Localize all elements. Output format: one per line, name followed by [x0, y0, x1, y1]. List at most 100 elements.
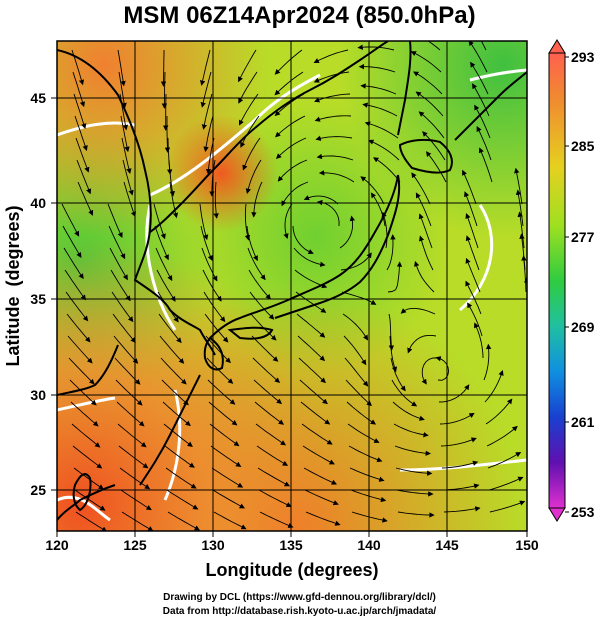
streamline: [418, 111, 445, 139]
streamline: [300, 401, 331, 425]
streamline: [210, 445, 242, 467]
streamline: [443, 506, 481, 513]
streamline: [66, 313, 91, 343]
colorbar-label: 261: [571, 414, 595, 430]
x-tick-label: 150: [515, 537, 539, 553]
streamline: [67, 335, 93, 364]
streamline: [108, 225, 126, 260]
streamline: [302, 445, 335, 465]
streamline: [62, 225, 82, 258]
colorbar-upper-arrow: [548, 39, 566, 54]
graticule: [57, 41, 527, 531]
streamline: [153, 203, 166, 240]
streamline: [168, 159, 175, 197]
streamline: [427, 41, 441, 51]
streamline: [121, 137, 132, 174]
streamline: [167, 511, 200, 531]
streamline: [201, 93, 213, 130]
streamline: [488, 476, 524, 491]
streamline: [274, 49, 303, 75]
streamline: [314, 115, 352, 122]
streamline: [73, 93, 87, 130]
streamline: [156, 269, 176, 302]
colorbar-label: 269: [571, 319, 595, 335]
streamline: [370, 192, 386, 227]
streamline: [161, 71, 168, 109]
streamline: [110, 269, 131, 302]
streamline: [360, 176, 385, 205]
streamline: [441, 460, 479, 469]
streamline: [64, 269, 87, 301]
streamline: [122, 159, 134, 196]
streamline: [246, 225, 258, 262]
streamline: [160, 357, 187, 385]
streamline: [532, 124, 537, 160]
streamline: [521, 255, 527, 293]
streamline: [485, 398, 513, 425]
streamline: [489, 500, 526, 513]
streamline: [213, 181, 219, 219]
streamline: [470, 61, 489, 95]
streamline: [76, 159, 92, 195]
streamline: [244, 203, 251, 241]
x-tick-label: 130: [201, 537, 225, 553]
streamline: [211, 467, 244, 488]
coastlines: [57, 41, 527, 521]
streamline: [393, 423, 429, 438]
streamline: [349, 467, 385, 482]
streamline: [350, 489, 387, 503]
streamline: [209, 423, 240, 447]
streamline: [480, 41, 487, 51]
streamline: [478, 147, 493, 183]
streamline: [245, 159, 262, 194]
streamline: [72, 71, 86, 108]
streamline: [476, 125, 492, 161]
streamline: [281, 181, 309, 207]
streamline: [344, 357, 369, 387]
streamline: [313, 49, 349, 64]
streamline: [418, 213, 433, 249]
plot-frame: [56, 40, 528, 532]
streamline: [112, 313, 136, 343]
streamline: [113, 335, 139, 364]
x-tick-label: 125: [123, 537, 147, 553]
streamline: [117, 423, 147, 448]
streamline: [206, 357, 234, 384]
streamline: [154, 225, 169, 261]
streamline: [358, 63, 396, 73]
streamline: [528, 300, 531, 336]
streamline: [296, 313, 326, 338]
colorbar: 293 285 277 269 261 253: [548, 39, 595, 522]
streamline: [418, 235, 434, 271]
streamline: [251, 181, 263, 218]
streamline: [392, 401, 425, 421]
streamline: [421, 357, 437, 385]
streamline: [203, 291, 226, 323]
streamline: [238, 49, 257, 83]
streamline: [297, 335, 326, 362]
streamline: [292, 225, 314, 254]
streamline: [410, 51, 442, 73]
map-title: MSM 06Z14Apr2024 (850.0hPa): [123, 2, 476, 29]
streamline: [163, 423, 193, 447]
x-axis-label: Longitude (degrees): [205, 560, 378, 580]
streamline: [528, 14, 532, 50]
streamline: [525, 41, 527, 42]
streamline: [121, 511, 154, 531]
streamline: [107, 203, 123, 239]
streamline: [71, 423, 101, 448]
streamline: [109, 247, 128, 281]
streamline: [413, 71, 443, 95]
streamline: [61, 203, 80, 237]
streamline: [200, 225, 213, 262]
colorbar-label: 277: [571, 229, 595, 245]
streamline: [425, 151, 447, 183]
temperature-field: [57, 14, 537, 531]
streamline: [116, 401, 145, 427]
colorbar-lower-arrow: [548, 507, 566, 522]
streamline: [118, 71, 127, 109]
streamline: [255, 423, 287, 446]
streamline: [514, 167, 523, 205]
streamline: [347, 423, 380, 443]
